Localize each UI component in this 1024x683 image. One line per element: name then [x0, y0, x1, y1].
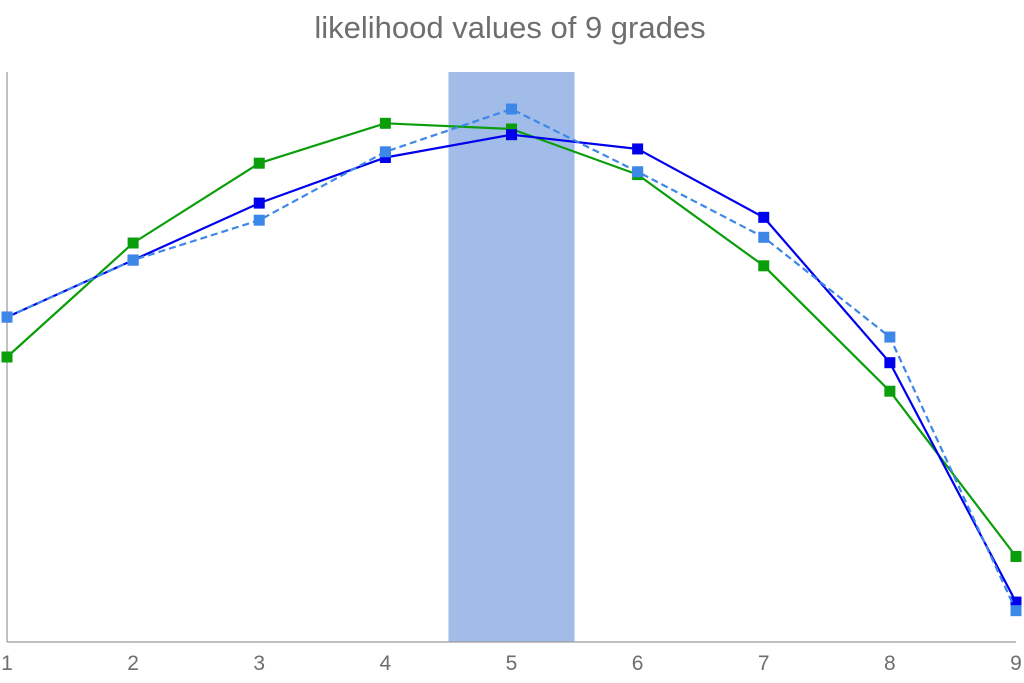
series-1-point-1 [1, 351, 13, 363]
x-tick-label-3: 3 [253, 652, 265, 675]
series-2-point-6 [632, 143, 644, 155]
series-1-point-8 [884, 385, 896, 397]
series-1-point-5 [506, 123, 517, 135]
series-1-point-7 [758, 260, 770, 272]
series-2-point-8 [884, 357, 896, 369]
series-1-point-2 [127, 237, 139, 249]
series-3-point-5 [506, 103, 517, 115]
x-tick-label-7: 7 [758, 652, 770, 675]
series-2 [1, 129, 1022, 608]
chart-title: likelihood values of 9 grades [314, 10, 705, 45]
series-2-point-4 [379, 152, 391, 163]
series-1-point-4 [379, 117, 391, 129]
series-3-point-6 [632, 166, 644, 178]
series-3-point-4 [379, 146, 391, 158]
x-tick-label-6: 6 [632, 652, 644, 675]
x-tick-label-5: 5 [506, 652, 518, 675]
series-3-point-7 [758, 231, 770, 243]
series-3-point-3 [253, 214, 265, 226]
series-layer [1, 103, 1022, 617]
x-tick-label-2: 2 [127, 652, 139, 675]
series-3 [1, 103, 1022, 617]
series-3-point-8 [884, 331, 896, 343]
x-tick-label-8: 8 [884, 652, 896, 675]
series-2-point-3 [253, 197, 265, 209]
series-1-point-3 [253, 157, 265, 169]
x-tick-label-4: 4 [380, 652, 392, 675]
x-tick-label-1: 1 [1, 652, 13, 675]
x-tick-label-9: 9 [1010, 652, 1022, 675]
series-3-point-2 [127, 254, 139, 266]
series-1 [1, 117, 1022, 562]
series-3-line [6, 107, 1017, 612]
series-2-point-9 [1010, 596, 1022, 608]
series-3-point-1 [1, 311, 13, 323]
highlight-band [448, 72, 575, 642]
series-1-point-9 [1010, 551, 1022, 562]
series-2-point-5 [506, 129, 517, 141]
highlight-band-layer [448, 72, 575, 642]
series-2-point-7 [758, 211, 770, 223]
series-3-point-9 [1010, 605, 1022, 617]
x-tick-labels: 1 2 3 4 5 6 7 8 9 [1, 652, 1022, 675]
